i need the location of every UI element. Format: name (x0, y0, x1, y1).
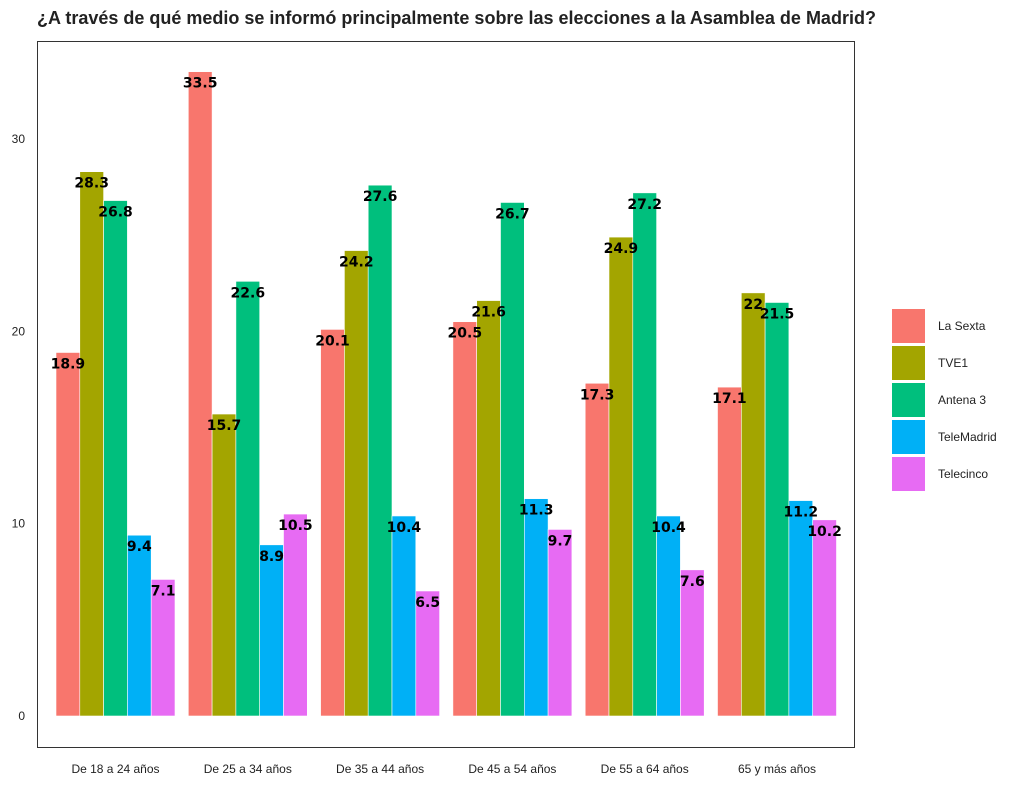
data-label: 20.1 (315, 333, 350, 349)
data-label: 15.7 (207, 418, 242, 434)
data-label: 10.2 (807, 524, 842, 540)
data-label: 17.1 (712, 391, 747, 407)
legend-swatch (892, 457, 925, 491)
bar (608, 236, 634, 717)
legend-swatch (892, 346, 925, 380)
bar (523, 498, 549, 717)
bar (259, 544, 284, 717)
x-tick-label: De 55 a 64 años (601, 762, 689, 776)
bar (656, 515, 681, 717)
bar (235, 281, 260, 717)
bar (103, 200, 128, 717)
bar (740, 292, 766, 717)
bar (500, 202, 525, 717)
chart-title: ¿A través de qué medio se informó princi… (37, 8, 876, 28)
data-label: 22.6 (231, 285, 266, 301)
legend-label: La Sexta (938, 319, 986, 333)
bar (211, 413, 237, 717)
data-label: 11.3 (519, 503, 554, 519)
x-tick-label: De 18 a 24 años (71, 762, 159, 776)
bar (584, 382, 610, 717)
bar (812, 519, 837, 717)
data-label: 27.6 (363, 189, 398, 205)
legend-label: Antena 3 (938, 393, 986, 407)
bar (344, 250, 369, 717)
data-label: 9.7 (548, 533, 573, 549)
x-tick-label: De 45 a 54 años (468, 762, 556, 776)
bar (79, 171, 104, 717)
bar (680, 569, 705, 717)
bar (283, 513, 308, 717)
bar (547, 529, 573, 717)
data-label: 26.8 (98, 205, 133, 221)
plot-panel-border (37, 41, 855, 748)
data-label: 6.5 (415, 595, 440, 611)
data-label: 11.2 (784, 505, 819, 521)
bar (391, 515, 417, 717)
y-tick-label: 10 (12, 517, 26, 531)
bar (320, 329, 345, 717)
bar (452, 321, 477, 717)
y-tick-label: 30 (12, 132, 26, 146)
data-label: 9.4 (127, 539, 152, 555)
data-label: 26.7 (495, 206, 530, 222)
bar (127, 534, 152, 717)
data-label: 17.3 (580, 387, 615, 403)
data-label: 7.6 (680, 574, 705, 590)
data-label: 24.9 (604, 241, 639, 257)
data-label: 28.3 (74, 176, 109, 192)
data-label: 8.9 (259, 549, 284, 565)
legend-swatch (892, 309, 925, 343)
data-label: 10.4 (651, 520, 686, 536)
bar (476, 300, 501, 717)
y-tick-label: 0 (18, 709, 25, 723)
data-label: 21.5 (760, 306, 795, 322)
bar (150, 579, 176, 717)
bar (632, 192, 657, 717)
bar (367, 184, 393, 717)
x-tick-label: De 35 a 44 años (336, 762, 424, 776)
legend-label: Telecinco (938, 467, 988, 481)
data-label: 24.2 (339, 255, 374, 271)
legend-label: TVE1 (938, 356, 968, 370)
bar (55, 352, 81, 717)
data-label: 18.9 (51, 356, 86, 372)
legend-swatch (892, 420, 925, 454)
legend-swatch (892, 383, 925, 417)
data-label: 33.5 (183, 76, 218, 92)
data-label: 10.5 (278, 518, 313, 534)
data-label: 10.4 (387, 520, 422, 536)
x-tick-label: 65 y más años (738, 762, 816, 776)
data-label: 20.5 (448, 326, 483, 342)
x-tick-label: De 25 a 34 años (204, 762, 292, 776)
bar (717, 386, 742, 717)
data-label: 22 (743, 297, 762, 313)
bar (415, 590, 440, 717)
bar (188, 71, 213, 717)
data-label: 27.2 (627, 197, 662, 213)
data-label: 21.6 (471, 305, 506, 321)
y-tick-label: 20 (12, 324, 26, 338)
legend-label: TeleMadrid (938, 430, 997, 444)
data-label: 7.1 (151, 583, 176, 599)
